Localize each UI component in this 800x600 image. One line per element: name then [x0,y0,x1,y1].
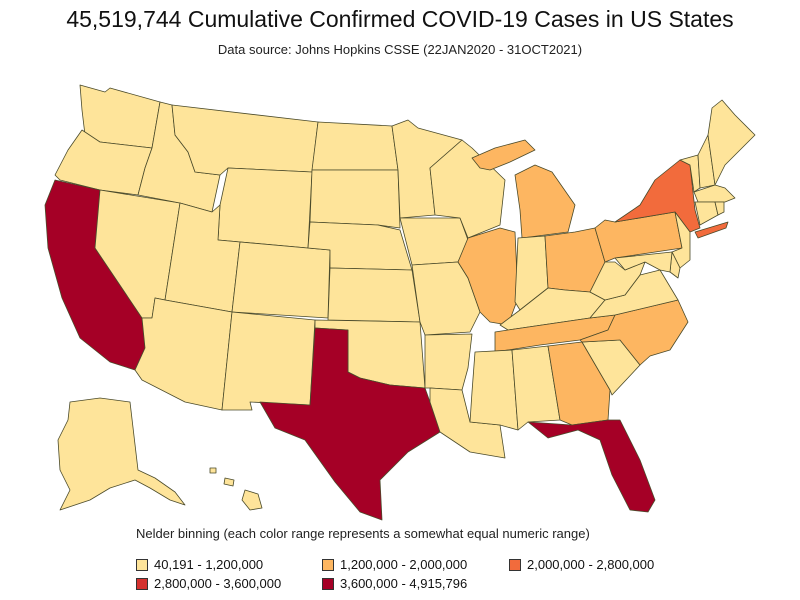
state-il[interactable] [457,227,519,326]
state-ri[interactable] [714,201,725,216]
state-ny-li[interactable] [694,221,729,239]
state-ak[interactable] [57,397,186,511]
map-title: 45,519,744 Cumulative Confirmed COVID-19… [66,6,734,32]
legend-item-5: 3,600,000 - 4,915,796 [322,576,467,591]
state-ks[interactable] [327,267,421,323]
state-fl[interactable] [527,419,656,513]
legend-swatch-1 [136,558,148,571]
state-hi-3[interactable] [209,467,217,474]
state-vt[interactable] [679,154,701,193]
map-subtitle: Data source: Johns Hopkins CSSE (22JAN20… [217,42,583,57]
state-la[interactable] [429,387,506,459]
state-ms[interactable] [469,349,519,431]
state-ar[interactable] [424,333,473,391]
state-al[interactable] [511,345,561,431]
state-tx[interactable] [259,327,441,521]
legend-swatch-5 [322,577,334,590]
legend-item-3: 2,000,000 - 2,800,000 [509,557,654,572]
state-hi-2[interactable] [223,477,235,487]
legend-label-5: 3,600,000 - 4,915,796 [340,576,468,591]
state-me[interactable] [707,99,756,186]
state-nd[interactable] [311,121,399,171]
legend-swatch-4 [136,577,148,590]
state-wy[interactable] [217,167,313,249]
legend-item-4: 2,800,000 - 3,600,000 [136,576,281,591]
state-co[interactable] [231,241,331,319]
legend-label-2: 1,200,000 - 2,000,000 [340,557,468,572]
state-nm[interactable] [221,311,316,411]
legend-title: Nelder binning (each color range represe… [136,526,590,541]
state-mi[interactable] [471,139,536,171]
legend-label-4: 2,800,000 - 3,600,000 [154,576,282,591]
legend-swatch-2 [322,558,334,571]
state-mi-lower[interactable] [514,164,576,239]
legend-label-1: 40,191 - 1,200,000 [154,557,264,572]
legend-item-2: 1,200,000 - 2,000,000 [322,557,467,572]
state-sd[interactable] [309,169,401,229]
state-mt[interactable] [171,104,319,176]
state-ia[interactable] [399,217,469,266]
legend-item-1: 40,191 - 1,200,000 [136,557,263,572]
legend-swatch-3 [509,558,521,571]
state-or[interactable] [54,129,153,196]
state-hi[interactable] [241,489,263,511]
legend-label-3: 2,000,000 - 2,800,000 [527,557,655,572]
state-md[interactable] [614,251,673,273]
